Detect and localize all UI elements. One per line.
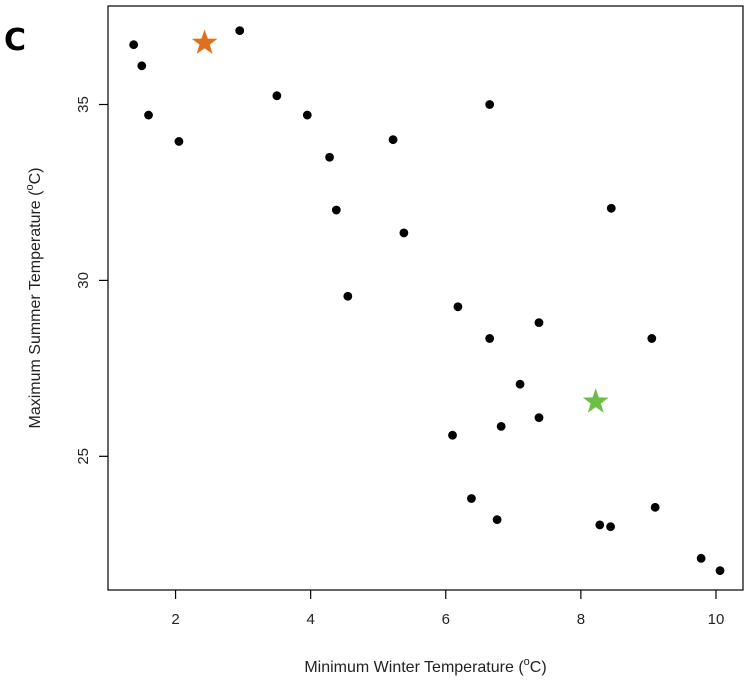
data-point [534, 413, 544, 423]
data-point [448, 430, 457, 440]
plot-area-frame [107, 5, 744, 591]
data-point [174, 137, 184, 146]
data-point [144, 110, 153, 120]
star-marker [191, 29, 218, 54]
data-point [650, 502, 660, 512]
y-axis-label-suffix: C) [27, 168, 44, 185]
y-axis-label-degree: o [24, 184, 36, 190]
data-point [467, 494, 476, 503]
data-point [492, 515, 502, 525]
data-point [606, 522, 615, 532]
x-tick-label: 10 [708, 611, 725, 628]
data-point [399, 228, 409, 238]
data-point [302, 110, 312, 120]
data-point [696, 553, 706, 563]
data-point [595, 520, 605, 530]
data-point [129, 40, 139, 50]
data-point [496, 422, 506, 431]
x-tick-label: 8 [577, 611, 585, 628]
data-point [343, 291, 353, 301]
panel-label: C [4, 23, 26, 58]
x-tick-label: 6 [442, 611, 450, 628]
y-tick-label: 25 [75, 448, 92, 465]
data-point [715, 566, 725, 576]
data-point [272, 91, 282, 101]
data-point [453, 302, 463, 312]
x-axis-label-prefix: Minimum Winter Temperature ( [304, 659, 524, 676]
data-point [515, 379, 525, 389]
x-tick-label: 2 [171, 611, 179, 628]
y-tick-label: 35 [75, 96, 92, 113]
x-axis-label-degree: o [524, 656, 530, 668]
data-point [485, 100, 495, 109]
y-axis: 25 30 35 [75, 96, 108, 465]
data-point [388, 135, 398, 145]
x-tick-label: 4 [306, 611, 314, 628]
y-axis-label-prefix: Maximum Summer Temperature ( [27, 190, 44, 429]
y-tick-label: 30 [75, 272, 92, 289]
data-point [235, 26, 245, 36]
data-point [137, 61, 147, 71]
data-point [485, 334, 495, 343]
y-axis-label: Maximum Summer Temperature (oC) [24, 168, 44, 429]
star-marker [582, 388, 609, 413]
x-axis-label: Minimum Winter Temperature (oC) [304, 656, 546, 676]
data-point [647, 334, 657, 343]
data-points [129, 26, 725, 576]
data-point [325, 152, 334, 162]
data-point [534, 318, 544, 328]
data-point [331, 205, 341, 215]
data-point [606, 203, 616, 213]
x-axis: 2 4 6 8 10 [171, 590, 724, 628]
x-axis-label-suffix: C) [530, 659, 547, 676]
